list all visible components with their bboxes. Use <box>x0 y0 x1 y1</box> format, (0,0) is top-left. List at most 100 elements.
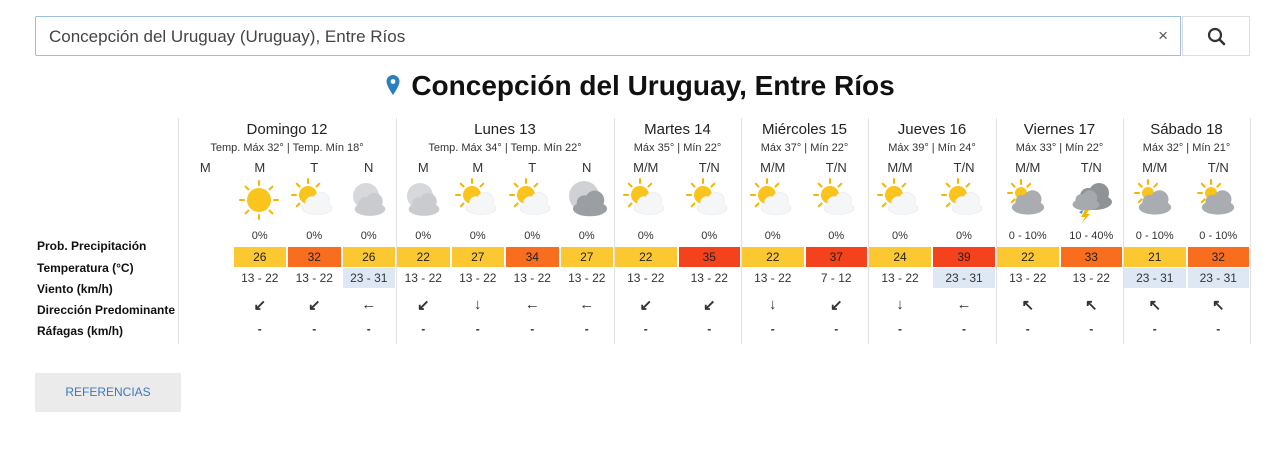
weather-icon <box>454 178 497 215</box>
column-divider <box>396 118 397 344</box>
gusts: - <box>834 322 839 336</box>
weather-icon <box>352 183 386 216</box>
wind: 13 - 22 <box>1009 271 1047 285</box>
day-summary: Máx 37° | Mín 22° <box>760 142 849 154</box>
wind-direction: ← <box>524 296 540 313</box>
gusts: - <box>1216 322 1221 336</box>
gusts: - <box>1152 322 1157 336</box>
weather-icon <box>877 178 919 215</box>
day-summary: Máx 33° | Mín 22° <box>1015 142 1104 154</box>
wind: 13 - 22 <box>404 271 442 285</box>
period-label: M <box>472 160 484 175</box>
gusts: - <box>707 322 712 336</box>
period-label: N <box>582 160 592 175</box>
wind: 13 - 22 <box>754 271 792 285</box>
gusts: - <box>898 322 902 336</box>
temperature: 22 <box>742 247 804 267</box>
temperature: 26 <box>233 247 286 267</box>
column-divider <box>996 118 997 344</box>
weather-icon <box>1197 179 1235 215</box>
weather-icon <box>622 178 665 215</box>
period-label: M/M <box>760 160 786 175</box>
search-icon <box>1207 27 1226 46</box>
wind: 13 - 22 <box>459 271 497 285</box>
day-summary: Máx 32° | Mín 21° <box>1142 142 1231 154</box>
column-divider <box>178 118 179 344</box>
temperature: 32 <box>1187 247 1249 267</box>
day-name: Viernes 17 <box>1023 121 1096 138</box>
temperature: 21 <box>1124 247 1186 267</box>
temperature: 27 <box>560 247 613 267</box>
gusts: - <box>475 322 480 336</box>
day-summary: Máx 39° | Mín 24° <box>888 142 976 154</box>
gusts: - <box>366 322 371 336</box>
references-button[interactable]: REFERENCIAS <box>35 373 181 412</box>
weather-icon <box>291 178 333 215</box>
title-text: Concepción del Uruguay, Entre Ríos <box>411 70 895 101</box>
wind-direction: ↖ <box>1021 297 1035 314</box>
period-label: M <box>417 160 429 175</box>
temperature: 22 <box>997 247 1059 267</box>
wind-direction: ↙ <box>639 297 653 314</box>
precipitation: 0% <box>956 230 972 242</box>
search-query[interactable]: Concepción del Uruguay (Uruguay), Entre … <box>49 27 406 46</box>
day-name: Lunes 13 <box>474 121 536 138</box>
wind: 23 - 31 <box>342 268 395 288</box>
precipitation: 0% <box>701 230 718 242</box>
day-name: Martes 14 <box>644 121 711 138</box>
wind: 13 - 22 <box>1072 271 1110 285</box>
wind-direction: ← <box>956 296 972 313</box>
precipitation: 10 - 40% <box>1069 230 1114 242</box>
gusts: - <box>643 322 648 336</box>
temperature: 24 <box>869 247 931 267</box>
precipitation: 0% <box>306 230 323 242</box>
period-label: T <box>528 160 537 175</box>
day-name: Miércoles 15 <box>761 121 848 138</box>
period-label: N <box>364 160 374 175</box>
weather-icon <box>686 178 728 215</box>
precipitation: 0% <box>524 230 541 242</box>
wind: 13 - 22 <box>568 271 606 285</box>
day-summary: Máx 35° | Mín 22° <box>633 142 722 154</box>
day-summary: Temp. Máx 34° | Temp. Mín 22° <box>428 142 582 154</box>
gusts: - <box>312 322 317 336</box>
wind: 13 - 22 <box>513 271 551 285</box>
precipitation: 0% <box>251 230 268 242</box>
wind-direction: ↙ <box>307 297 321 314</box>
period-label: M <box>199 160 211 175</box>
row-label: Prob. Precipitación <box>37 239 147 253</box>
period-label: T/N <box>825 160 847 175</box>
period-label: T/N <box>1207 160 1229 175</box>
precipitation: 0% <box>637 230 654 242</box>
precipitation: 0 - 10% <box>1199 230 1238 242</box>
search-button[interactable] <box>1182 16 1250 56</box>
temperature: 39 <box>933 247 995 267</box>
day-name: Jueves 16 <box>897 121 967 138</box>
clear-button[interactable]: × <box>1158 26 1168 45</box>
search-box[interactable]: Concepción del Uruguay (Uruguay), Entre … <box>35 16 1181 56</box>
period-label: M/M <box>633 160 659 175</box>
gusts: - <box>1089 322 1094 336</box>
precipitation: 0% <box>578 230 595 242</box>
wind-direction: ↙ <box>829 297 843 314</box>
temperature: 27 <box>451 247 504 267</box>
temperature: 26 <box>342 247 395 267</box>
precipitation: 0% <box>892 230 908 242</box>
weather-icon <box>749 178 792 215</box>
row-label: Temperatura (°C) <box>37 261 134 275</box>
gusts: - <box>584 322 589 336</box>
weather-icon <box>1133 179 1171 215</box>
precipitation: 0% <box>360 230 377 242</box>
column-divider <box>741 118 742 344</box>
precipitation: 0 - 10% <box>1008 230 1047 242</box>
wind: 13 - 22 <box>627 271 665 285</box>
column-divider <box>1250 118 1251 344</box>
wind: 7 - 12 <box>820 271 852 285</box>
period-label: M/M <box>887 160 913 175</box>
gusts: - <box>530 322 535 336</box>
precipitation: 0 - 10% <box>1135 230 1174 242</box>
period-label: M/M <box>1142 160 1168 175</box>
weather-icon <box>813 178 855 215</box>
temperature: 33 <box>1060 247 1122 267</box>
